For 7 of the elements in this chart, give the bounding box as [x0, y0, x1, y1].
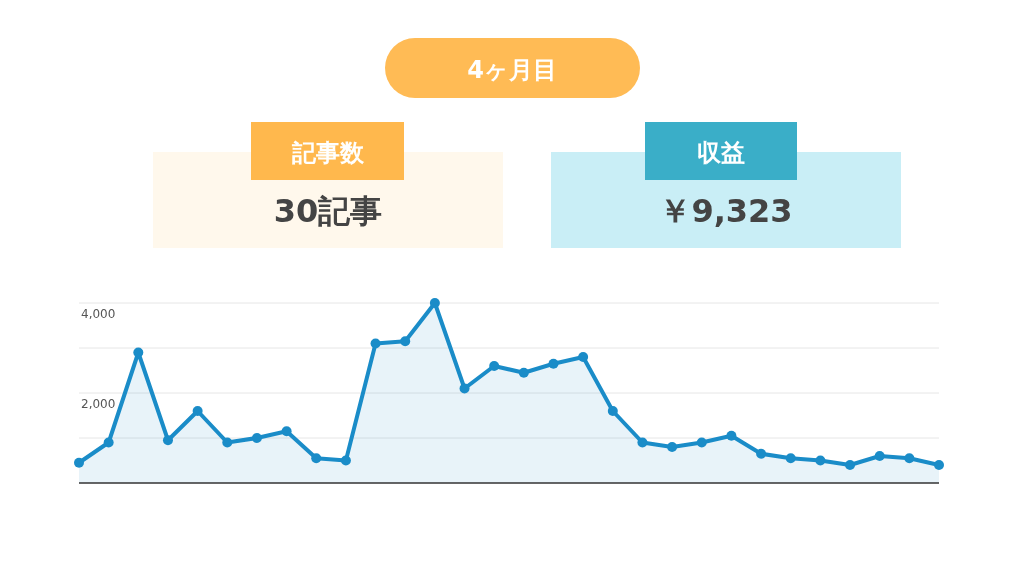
- text: 収益: [697, 139, 745, 167]
- y-tick-label: 4,000: [81, 307, 116, 321]
- chart-title: 4ヶ月目: [467, 56, 557, 84]
- text: 記事数: [290, 139, 365, 167]
- text: 30記事: [273, 192, 383, 230]
- y-tick-label: 2,000: [81, 397, 116, 411]
- text: ￥9,323: [659, 192, 793, 230]
